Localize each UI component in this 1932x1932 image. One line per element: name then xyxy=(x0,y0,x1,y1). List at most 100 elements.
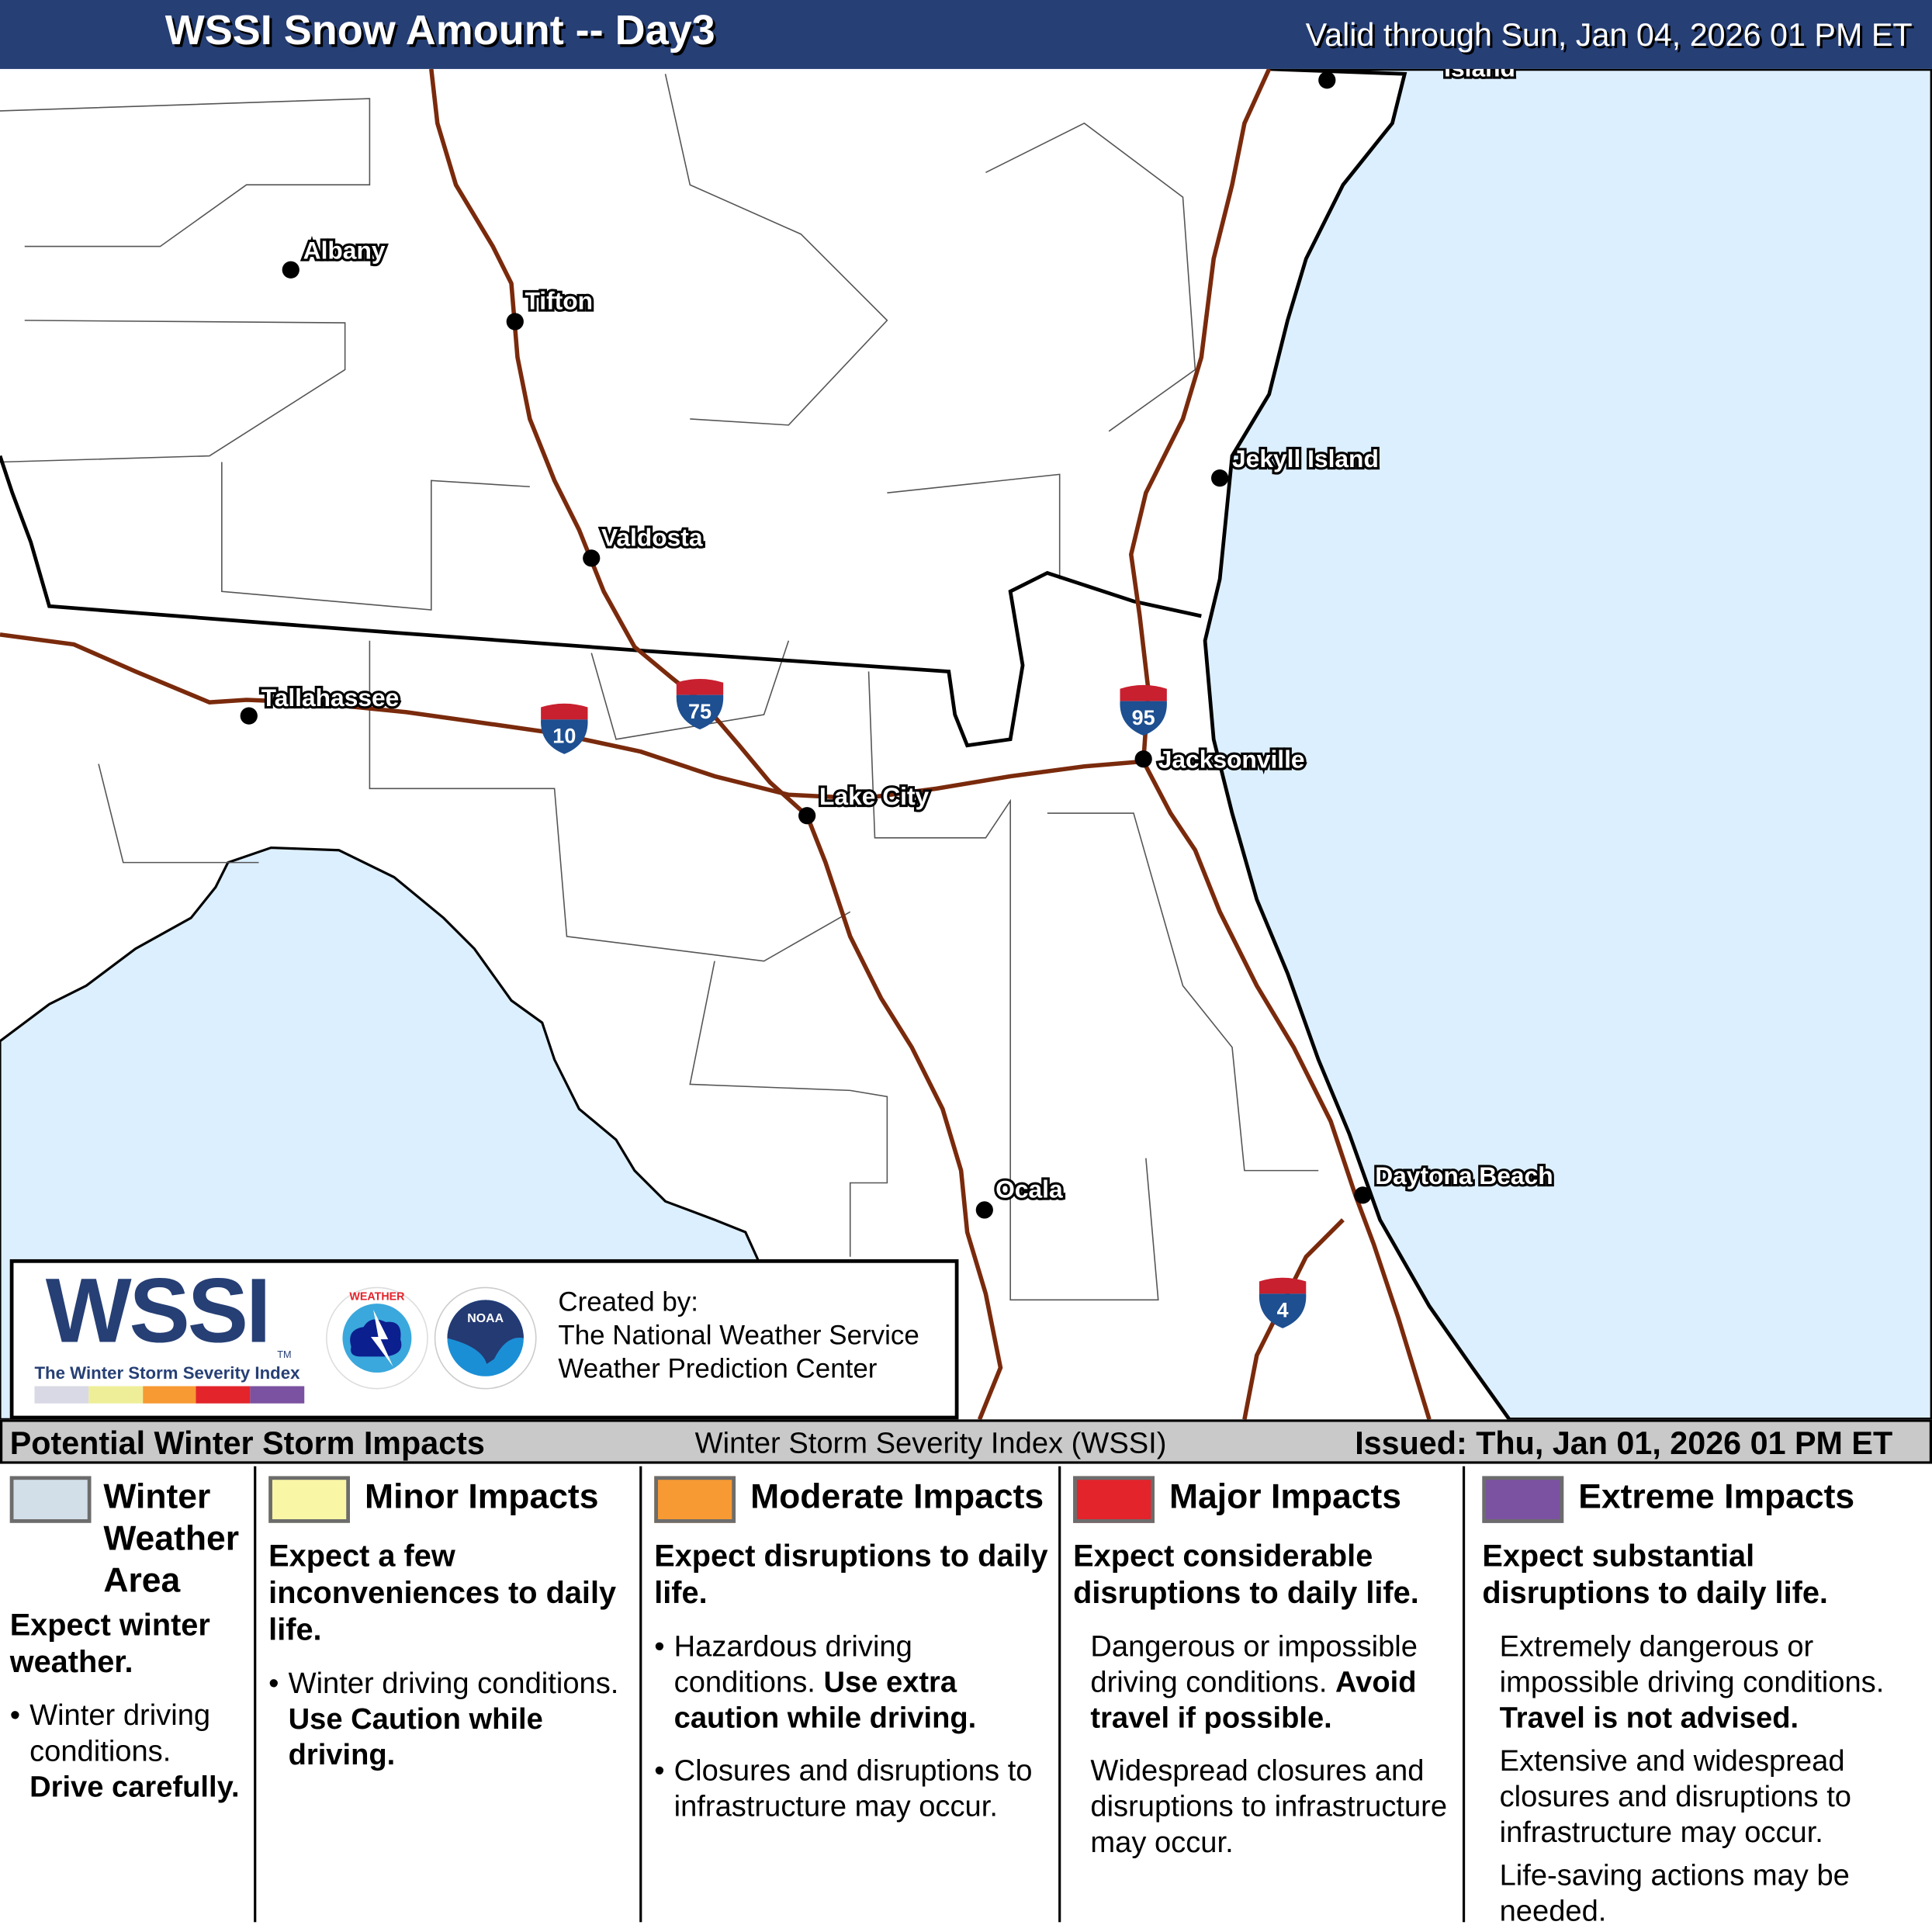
paragraph-bold: Avoid travel if possible. xyxy=(1090,1665,1417,1735)
city-lake-city: Lake City xyxy=(819,782,930,810)
credits: Created by: The National Weather Service… xyxy=(558,1285,919,1385)
legend-major: Major Impacts Expect considerable disrup… xyxy=(1061,1464,1463,1923)
legend-minor: Minor Impacts Expect a few inconvenience… xyxy=(256,1464,639,1923)
legend-expect: Expect considerable disruptions to daily… xyxy=(1073,1539,1419,1611)
legend-paragraph: Dangerous or impossible driving conditio… xyxy=(1073,1629,1457,1736)
svg-text:95: 95 xyxy=(1132,706,1155,729)
colorbar-swatch xyxy=(250,1386,305,1404)
svg-text:10: 10 xyxy=(552,725,576,748)
divider xyxy=(1058,1466,1061,1923)
legend-bullet: • Winter driving conditions. Drive caref… xyxy=(10,1698,249,1805)
logo-panel: WSSI TM The Winter Storm Severity Index … xyxy=(9,1259,959,1420)
legend-header: Major Impacts xyxy=(1073,1476,1457,1523)
title-line: Weather xyxy=(103,1519,240,1558)
credit-nws: The National Weather Service xyxy=(558,1319,919,1351)
swatch-winter-weather xyxy=(9,1476,92,1523)
legend-header: Minor Impacts xyxy=(268,1476,635,1523)
city-tifton: Tifton xyxy=(525,287,593,315)
svg-text:75: 75 xyxy=(688,700,712,723)
legend-extreme: Extreme Impacts Expect substantial disru… xyxy=(1465,1464,1932,1928)
swatch-extreme xyxy=(1482,1476,1564,1523)
swatch-minor xyxy=(268,1476,350,1523)
city-island-partial: Island xyxy=(1444,69,1515,82)
bullet-icon: • xyxy=(654,1754,665,1788)
legend-title: Minor Impacts xyxy=(365,1477,599,1516)
bullet-bold: Use extra caution while driving. xyxy=(673,1665,977,1735)
divider xyxy=(254,1466,257,1923)
legend-winter-weather-area: Winter Weather Area Expect winter weathe… xyxy=(0,1464,254,1923)
legend-header: Moderate Impacts xyxy=(654,1476,1054,1523)
legend-expect: Expect a few inconveniences to daily lif… xyxy=(268,1539,617,1648)
wssi-colorbar xyxy=(34,1386,305,1404)
legend-bullet: • Closures and disruptions to infrastruc… xyxy=(654,1754,1054,1825)
colorbar-swatch xyxy=(34,1386,89,1404)
noaa-text: NOAA xyxy=(467,1312,504,1325)
city-markers: Albany Tifton Valdosta Tallahassee Lake … xyxy=(240,69,1556,1219)
legend-header: Winter Weather Area xyxy=(9,1476,249,1601)
city-jekyll-island: Jekyll Island xyxy=(1232,445,1379,473)
legend-header: Extreme Impacts xyxy=(1482,1476,1927,1523)
svg-text:4: 4 xyxy=(1277,1299,1289,1322)
map: Albany Tifton Valdosta Tallahassee Lake … xyxy=(0,68,1932,1420)
header-bar: WSSI Snow Amount -- Day3 Valid through S… xyxy=(0,0,1932,69)
city-albany: Albany xyxy=(303,236,386,264)
bullet-icon: • xyxy=(654,1629,665,1664)
bullet-text: Winter driving conditions. xyxy=(288,1667,619,1701)
interstate-75 xyxy=(429,68,1003,1420)
divider xyxy=(1462,1466,1466,1923)
legend-title: Extreme Impacts xyxy=(1578,1477,1855,1516)
legend-paragraph: Widespread closures and disruptions to i… xyxy=(1090,1754,1448,1860)
wssi-logo: WSSI xyxy=(45,1259,272,1362)
city-jacksonville: Jacksonville xyxy=(1158,745,1305,773)
county-lines xyxy=(0,74,1319,1301)
city-daytona-beach: Daytona Beach xyxy=(1375,1162,1553,1189)
impact-legend: Winter Weather Area Expect winter weathe… xyxy=(0,1464,1932,1932)
legend-expect: Expect winter weather. xyxy=(9,1608,210,1680)
bullet-bold: Use Caution while driving. xyxy=(288,1702,543,1772)
divider xyxy=(639,1466,642,1923)
legend-moderate: Moderate Impacts Expect disruptions to d… xyxy=(642,1464,1058,1923)
legend-title: Moderate Impacts xyxy=(750,1477,1044,1516)
atlantic-ocean xyxy=(1203,68,1932,1420)
colorbar-swatch xyxy=(142,1386,197,1404)
wssi-subtitle: The Winter Storm Severity Index xyxy=(34,1362,300,1383)
shield-i10: 10 xyxy=(541,703,588,754)
bullet-body: Winter driving conditions. Use Caution w… xyxy=(289,1666,635,1773)
swatch-major xyxy=(1073,1476,1155,1523)
shield-i4: 4 xyxy=(1259,1277,1307,1328)
title-line: Winter xyxy=(103,1477,211,1516)
nws-seal-icon: WEATHER xyxy=(326,1286,428,1390)
bullet-body: Hazardous driving conditions. Use extra … xyxy=(674,1629,1054,1736)
issued-time: Issued: Thu, Jan 01, 2026 01 PM ET xyxy=(1355,1424,1893,1462)
paragraph-text: Dangerous or impossible driving conditio… xyxy=(1090,1629,1418,1699)
shield-i75: 75 xyxy=(676,678,724,730)
legend-bullet: • Winter driving conditions. Use Caution… xyxy=(268,1666,635,1773)
noaa-seal-icon: NOAA xyxy=(434,1286,537,1390)
bullet-icon: • xyxy=(268,1667,279,1701)
colorbar-swatch xyxy=(88,1386,143,1404)
paragraph-bold: Travel is not advised. xyxy=(1499,1702,1799,1735)
legend-bullet: • Hazardous driving conditions. Use extr… xyxy=(654,1629,1054,1736)
bullet-bold: Drive carefully. xyxy=(29,1770,240,1804)
legend-paragraph: Extensive and widespread closures and di… xyxy=(1499,1744,1851,1850)
legend-paragraph: Extremely dangerous or impossible drivin… xyxy=(1482,1629,1927,1736)
paragraph-text: Extremely dangerous or impossible drivin… xyxy=(1499,1629,1885,1699)
interstate-shields: 10 75 95 4 xyxy=(541,678,1307,1328)
city-tallahassee: Tallahassee xyxy=(261,684,400,712)
legend-paragraph: Life-saving actions may be needed. xyxy=(1499,1859,1850,1929)
impacts-heading: Potential Winter Storm Impacts xyxy=(9,1424,485,1462)
city-valdosta: Valdosta xyxy=(601,523,703,551)
title-line: Area xyxy=(103,1561,181,1600)
created-by-label: Created by: xyxy=(558,1286,698,1317)
bullet-text: Hazardous driving conditions. xyxy=(673,1629,912,1699)
valid-time: Valid through Sun, Jan 04, 2026 01 PM ET xyxy=(1305,16,1913,54)
georgia-florida-state-line xyxy=(0,455,1202,748)
bullet-icon: • xyxy=(9,1698,21,1733)
legend-title: Major Impacts xyxy=(1169,1477,1402,1516)
credit-wpc: Weather Prediction Center xyxy=(558,1352,878,1384)
legend-expect: Expect disruptions to daily life. xyxy=(654,1539,1048,1611)
swatch-moderate xyxy=(654,1476,736,1523)
city-ocala: Ocala xyxy=(995,1175,1063,1203)
legend-title: Winter Weather Area xyxy=(103,1476,239,1601)
